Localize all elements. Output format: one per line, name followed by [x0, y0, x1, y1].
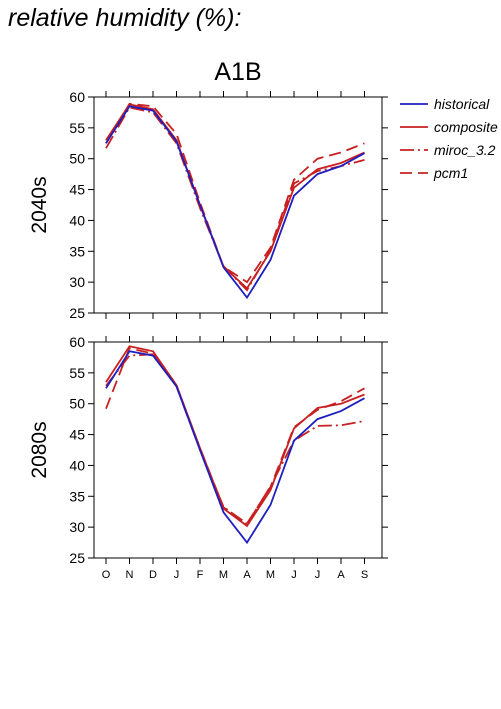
- figure-heading: relative humidity (%):: [8, 4, 242, 32]
- y-tick-label: 30: [69, 519, 85, 535]
- y-tick-label: 50: [69, 151, 85, 167]
- legend-label: miroc_3.2: [434, 142, 496, 158]
- y-axis-label: 2040s: [28, 176, 51, 233]
- x-tick-label: A: [243, 569, 251, 581]
- y-tick-label: 55: [69, 120, 85, 136]
- y-tick-label: 60: [69, 89, 85, 105]
- series-line-pcm1: [105, 102, 365, 284]
- plot-frame: [93, 96, 383, 314]
- x-tick-label: S: [361, 569, 368, 581]
- y-tick-label: 60: [69, 334, 85, 350]
- x-tick-label: A: [337, 569, 345, 581]
- y-tick-label: 35: [69, 243, 85, 259]
- series-line-miroc-3-2: [105, 353, 365, 526]
- legend-label: pcm1: [433, 165, 468, 181]
- y-axis-label: 2080s: [28, 421, 51, 478]
- series-line-pcm1: [105, 347, 365, 525]
- legend: historical composite miroc_3.2 pcm1: [400, 96, 498, 181]
- series-line-miroc-3-2: [105, 106, 365, 292]
- y-tick-label: 25: [69, 550, 85, 566]
- y-tick-label: 40: [69, 457, 85, 473]
- x-tick-label: J: [315, 569, 321, 581]
- chart-panel-2: 25 30 35 40 45 50 55 60 O N D J F M A M J J A S 2080s: [28, 334, 388, 581]
- x-tick-label: D: [149, 569, 157, 581]
- x-tick-label: F: [197, 569, 204, 581]
- series-line-historical: [105, 350, 365, 545]
- series-line-composite: [105, 345, 365, 528]
- series-line-composite: [105, 103, 365, 290]
- y-tick-label: 25: [69, 305, 85, 321]
- series-line-historical: [105, 105, 365, 300]
- y-tick-label: 50: [69, 396, 85, 412]
- y-tick-label: 40: [69, 212, 85, 228]
- y-tick-label: 35: [69, 488, 85, 504]
- plot-frame: [93, 341, 383, 559]
- y-tick-label: 45: [69, 427, 85, 443]
- y-tick-label: 45: [69, 182, 85, 198]
- chart-title: A1B: [214, 58, 261, 86]
- legend-label: historical: [434, 96, 490, 112]
- y-tick-label: 30: [69, 274, 85, 290]
- x-tick-label: M: [266, 569, 275, 581]
- x-tick-label: M: [219, 569, 228, 581]
- x-tick-label: J: [291, 569, 297, 581]
- x-tick-label: J: [174, 569, 180, 581]
- x-tick-label: O: [102, 569, 111, 581]
- x-tick-label: N: [126, 569, 134, 581]
- chart-panel-1: 25 30 35 40 45 50 55 60 2040s A1B: [28, 58, 388, 321]
- y-tick-label: 55: [69, 365, 85, 381]
- legend-label: composite: [434, 119, 498, 135]
